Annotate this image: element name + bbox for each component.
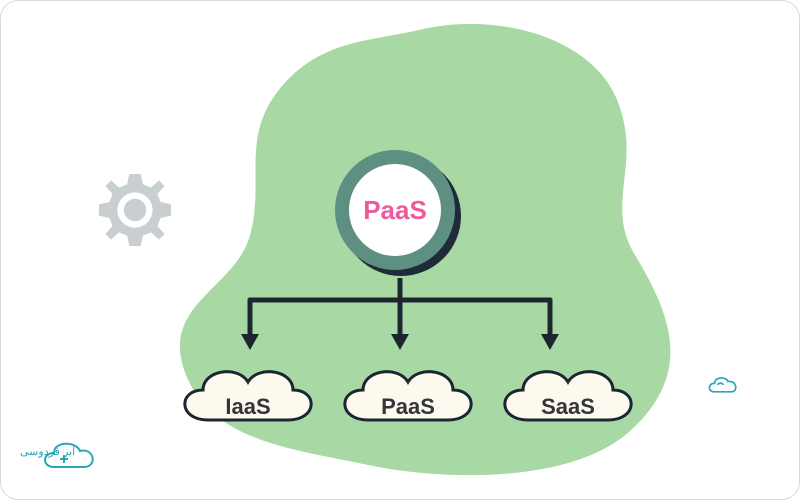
center-node-ring: PaaS [335, 150, 455, 270]
center-node: PaaS [335, 150, 465, 280]
center-node-inner: PaaS [349, 164, 441, 256]
gear-icon [95, 170, 175, 250]
arrow-down-icon [391, 334, 409, 350]
cloud-label: PaaS [328, 394, 488, 420]
cloud-paas: PaaS [328, 350, 488, 440]
deco-cloud-icon [706, 372, 740, 398]
cloud-iaas: IaaS [168, 350, 328, 440]
cloud-row: IaaS PaaS SaaS [0, 350, 800, 470]
cloud-label: SaaS [488, 394, 648, 420]
arrow-down-icon [541, 334, 559, 350]
connector-tree [235, 278, 565, 358]
cloud-saas: SaaS [488, 350, 648, 440]
watermark-text: ابر فردوسی [20, 445, 75, 458]
cloud-label: IaaS [168, 394, 328, 420]
arrow-down-icon [241, 334, 259, 350]
center-node-label: PaaS [363, 195, 427, 226]
gear-shape [99, 174, 171, 246]
